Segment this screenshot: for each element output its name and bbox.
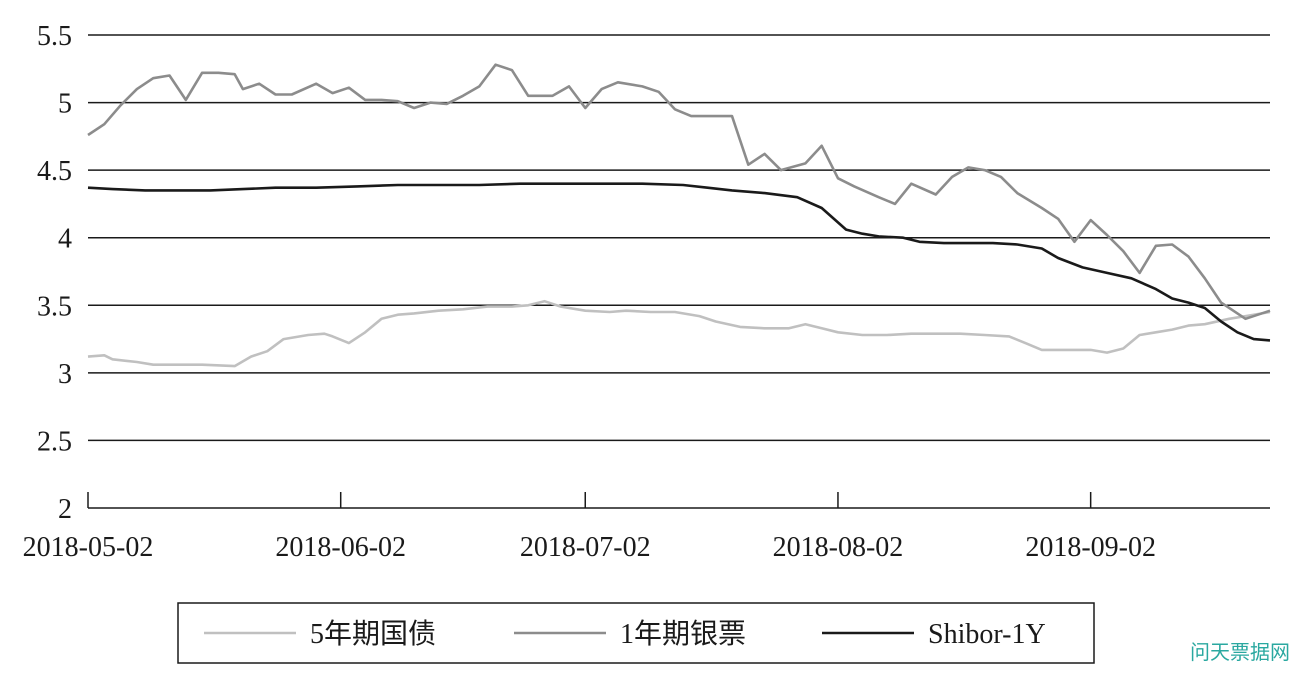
y-tick-label: 5.5 [37,21,72,52]
x-axis: 2018-05-02 2018-06-02 2018-07-02 2018-08-02… [23,492,1270,563]
x-tick-label: 2018-05-02 [23,532,154,563]
legend-box [177,602,1095,664]
y-tick-label: 2.5 [37,426,72,457]
series-line-2 [87,63,1271,321]
series-line-1 [87,299,1271,368]
legend-label-2: 1年期银票 [620,618,746,650]
series-lines [87,63,1271,368]
y-tick-label: 3.5 [37,291,72,322]
x-tick-label: 2018-08-02 [773,532,904,563]
gridlines [88,34,1270,442]
x-tick-label: 2018-06-02 [275,532,406,563]
y-tick-label: 2 [58,494,72,525]
y-tick-label: 3 [58,359,72,390]
series-line-3 [87,182,1271,342]
y-tick-label: 4 [58,224,72,255]
x-tick-label: 2018-07-02 [520,532,651,563]
y-tick-label: 4.5 [37,156,72,187]
y-tick-label: 5 [58,89,72,120]
legend-label-3: Shibor-1Y [928,619,1046,650]
legend-label-1: 5年期国债 [310,618,436,650]
watermark: 问天票据网 [1190,640,1290,664]
x-tick-label: 2018-09-02 [1025,532,1156,563]
legend: 5年期国债 1年期银票 Shibor-1Y [177,602,1095,664]
y-axis: 2 2.5 3 3.5 4 4.5 5 5.5 [37,21,72,525]
